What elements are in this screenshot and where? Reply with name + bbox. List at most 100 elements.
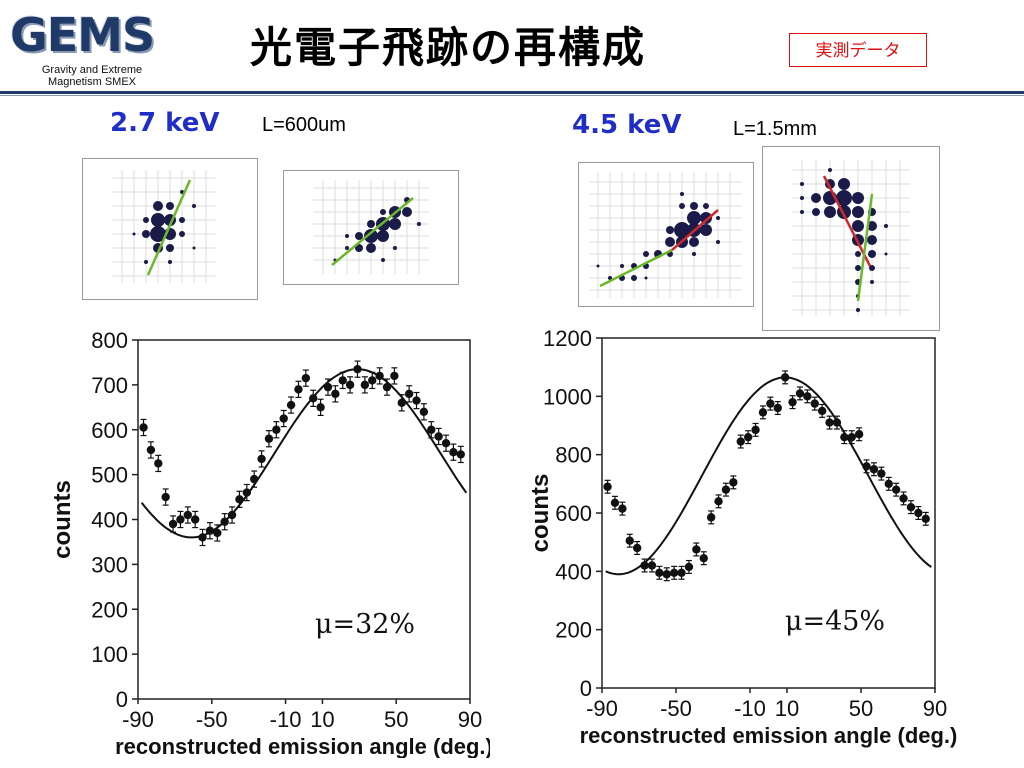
data-point <box>891 485 901 494</box>
y-tick-label: 200 <box>555 618 592 643</box>
x-tick-label: -50 <box>196 707 228 732</box>
data-point <box>669 568 679 577</box>
data-point <box>168 519 178 529</box>
y-tick-label: 600 <box>555 501 592 526</box>
data-point <box>817 406 827 416</box>
data-point <box>419 407 429 416</box>
data-point <box>183 510 192 520</box>
data-point <box>412 396 421 405</box>
data-point <box>825 418 834 427</box>
chart-2p7kev-svg: 0 100 200 300 400 500 600 700 800 -90 -50 -10 10 50 90… <box>49 328 490 758</box>
data-point <box>213 528 222 538</box>
y-tick-label: 400 <box>555 559 592 584</box>
y-tick-label: 700 <box>91 373 128 398</box>
track-image-1 <box>82 158 258 300</box>
data-point <box>610 498 620 507</box>
x-tick-label: 90 <box>458 707 482 732</box>
data-point <box>227 510 237 520</box>
data-point <box>154 459 163 468</box>
data-point <box>625 536 634 545</box>
track-image-4 <box>762 146 940 331</box>
data-point <box>345 380 355 390</box>
data-point <box>766 399 775 408</box>
chart-4p5kev: 0 200 400 600 800 1000 1200 -90 -50 -10 10 50 90 reco… <box>515 318 965 758</box>
data-point <box>877 469 886 478</box>
x-tick-label: 90 <box>923 696 947 721</box>
data-point <box>161 492 170 502</box>
data-point <box>899 494 908 503</box>
data-point <box>198 533 207 542</box>
logo-subtitle-line2: Magnetism SMEX <box>47 76 137 88</box>
data-point <box>758 408 768 417</box>
x-tick-label: -90 <box>122 707 154 732</box>
data-point <box>706 513 716 522</box>
gems-logo: GEMS Gravity and Extreme Magnetism SMEX <box>10 8 175 88</box>
track-image-2 <box>283 170 459 285</box>
x-tick-label: -50 <box>660 696 692 721</box>
data-point <box>242 488 252 497</box>
x-tick-label: -10 <box>270 707 302 732</box>
data-point <box>309 394 318 403</box>
modulation-annotation: μ=32% <box>315 609 415 640</box>
data-point <box>323 382 333 392</box>
header-rule <box>0 91 1024 94</box>
y-tick-label: 300 <box>91 552 128 577</box>
header-rule-thin <box>0 95 1024 96</box>
data-point <box>684 562 694 572</box>
y-tick-label: 0 <box>116 687 128 712</box>
y-tick-label: 400 <box>91 508 128 533</box>
x-tick-label: 50 <box>384 707 408 732</box>
data-point <box>869 465 879 474</box>
data-point <box>662 570 671 579</box>
y-tick-label: 200 <box>91 597 128 622</box>
x-axis-label: reconstructed emission angle (deg.) <box>580 723 958 748</box>
data-point <box>397 398 406 408</box>
logo-subtitle-line1: Gravity and Extreme <box>41 64 143 76</box>
data-point <box>655 568 664 577</box>
data-point <box>441 439 451 448</box>
x-tick-label: -10 <box>734 696 766 721</box>
x-tick-label: -90 <box>586 696 618 721</box>
data-point <box>205 526 215 535</box>
x-axis-label: reconstructed emission angle (deg.) <box>115 734 490 758</box>
track-length-right: L=1.5mm <box>733 118 817 140</box>
track-image-3 <box>578 162 754 307</box>
data-point <box>677 568 686 577</box>
data-point <box>647 561 657 570</box>
data-point <box>780 373 790 382</box>
data-point <box>353 364 362 374</box>
y-axis-label: counts <box>49 480 76 559</box>
data-point <box>235 495 244 504</box>
data-point <box>250 474 259 484</box>
data-point <box>382 382 392 392</box>
data-point <box>257 454 266 464</box>
track-image-1-svg <box>82 158 258 300</box>
data-point <box>736 437 745 446</box>
data-point <box>404 389 414 399</box>
page-title: 光電子飛跡の再構成 <box>250 23 647 72</box>
x-tick-label: 10 <box>310 707 334 732</box>
data-point <box>190 515 200 524</box>
data-point <box>803 392 812 401</box>
data-point <box>294 385 303 394</box>
fit-curve <box>605 376 932 576</box>
y-tick-label: 800 <box>91 328 128 353</box>
data-point <box>146 445 156 455</box>
data-point <box>449 447 458 457</box>
data-point <box>862 462 871 471</box>
data-point <box>176 515 185 524</box>
data-point <box>316 403 325 412</box>
data-point <box>434 432 443 441</box>
y-tick-label: 0 <box>580 676 592 701</box>
track-image-3-svg <box>578 162 754 307</box>
data-point <box>360 380 370 390</box>
y-tick-label: 600 <box>91 418 128 443</box>
data-point <box>729 478 738 487</box>
data-point <box>788 397 797 407</box>
data-point <box>139 423 148 432</box>
chart-4p5kev-svg: 0 200 400 600 800 1000 1200 -90 -50 -10 10 50 90reco… <box>527 326 958 748</box>
measured-data-badge: 実測データ <box>789 33 927 67</box>
data-point <box>906 502 916 512</box>
y-tick-label: 1200 <box>543 326 592 351</box>
y-tick-label: 100 <box>91 642 128 667</box>
